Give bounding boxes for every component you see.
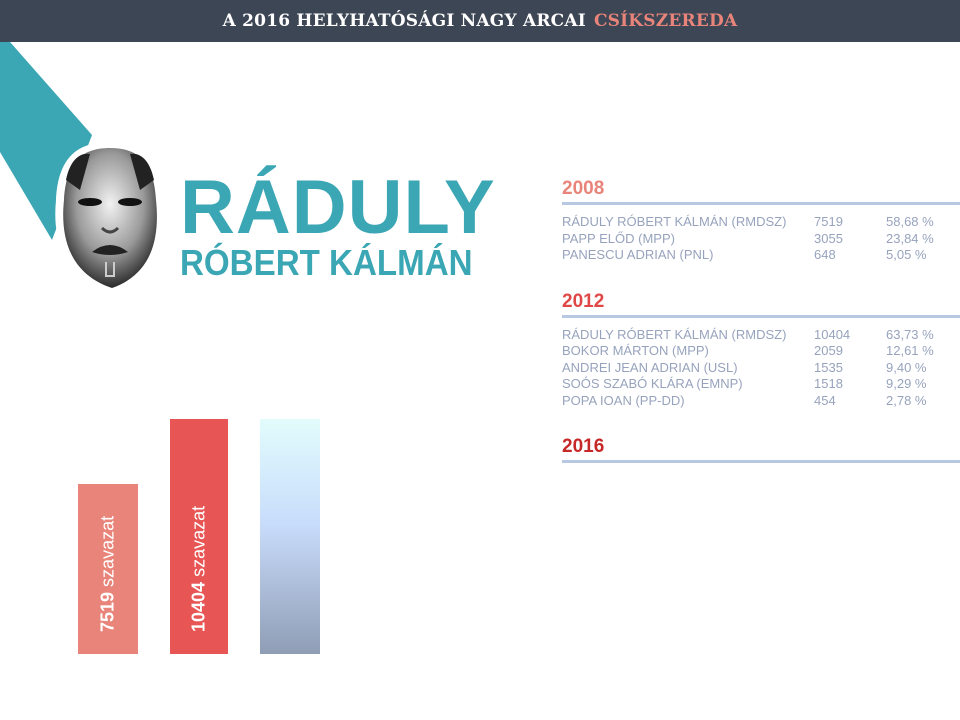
divider <box>562 460 960 463</box>
bar-votes: 10404 <box>188 581 209 632</box>
candidate-first-name: RÓBERT KÁLMÁN <box>180 242 473 283</box>
results-2012: 2012 RÁDULY RÓBERT KÁLMÁN (RMDSZ) 10404 63… <box>562 289 960 410</box>
votes: 10404 <box>814 326 851 342</box>
election-results: 2008 RÁDULY RÓBERT KÁLMÁN (RMDSZ) 7519 58,… <box>562 176 960 488</box>
bar-2016 <box>260 419 320 654</box>
bar-label: 10404 szavazat <box>189 506 210 632</box>
result-row: ANDREI JEAN ADRIAN (USL) 1535 9,40 % <box>562 360 960 377</box>
bar-unit: szavazat <box>188 505 209 577</box>
bar-2008: 7519 szavazat <box>78 484 138 654</box>
votes: 648 <box>814 247 836 262</box>
year-heading: 2008 <box>562 178 605 199</box>
result-row: POPA IOAN (PP-DD) 454 2,78 % <box>562 393 960 410</box>
percent: 5,05 % <box>886 247 927 262</box>
year-heading: 2016 <box>562 436 605 457</box>
candidate-name: RÁDULY RÓBERT KÁLMÁN (RMDSZ) <box>562 214 787 229</box>
year-heading: 2012 <box>562 290 605 312</box>
candidate-name: POPA IOAN (PP-DD) <box>562 392 685 408</box>
results-2016: 2016 <box>562 434 960 463</box>
header-city: CSÍKSZEREDA <box>593 11 738 31</box>
bar-votes: 7519 <box>97 591 118 632</box>
candidate-name: ANDREI JEAN ADRIAN (USL) <box>562 359 738 375</box>
votes: 2059 <box>814 343 843 358</box>
votes: 454 <box>814 392 836 408</box>
votes: 7519 <box>814 214 843 229</box>
votes: 1535 <box>814 359 843 375</box>
result-row: PANESCU ADRIAN (PNL) 648 5,05 % <box>562 247 960 264</box>
percent: 58,68 % <box>886 214 934 229</box>
candidate-last-name: RÁDULY <box>180 165 496 250</box>
bar-2012: 10404 szavazat <box>170 419 228 654</box>
result-row: RÁDULY RÓBERT KÁLMÁN (RMDSZ) 7519 58,68 % <box>562 214 960 231</box>
candidate-name: SOÓS SZABÓ KLÁRA (EMNP) <box>562 376 743 391</box>
result-row: RÁDULY RÓBERT KÁLMÁN (RMDSZ) 10404 63,73 % <box>562 327 960 344</box>
divider <box>562 202 960 205</box>
percent: 12,61 % <box>886 343 934 358</box>
divider <box>562 314 960 318</box>
candidate-name: PAPP ELŐD (MPP) <box>562 230 675 246</box>
percent: 9,40 % <box>886 359 927 375</box>
bar-label: 7519 szavazat <box>98 516 119 632</box>
percent: 63,73 % <box>886 326 934 342</box>
header-title: A 2016 HELYHATÓSÁGI NAGY ARCAI <box>222 11 586 31</box>
percent: 23,84 % <box>886 230 934 246</box>
percent: 9,29 % <box>886 376 927 391</box>
votes: 1518 <box>814 376 843 391</box>
percent: 2,78 % <box>886 392 927 408</box>
results-2008: 2008 RÁDULY RÓBERT KÁLMÁN (RMDSZ) 7519 58,… <box>562 176 960 264</box>
noh-mask-icon <box>55 142 165 296</box>
votes: 3055 <box>814 230 843 246</box>
candidate-name: RÁDULY RÓBERT KÁLMÁN (RMDSZ) <box>562 326 787 342</box>
result-row: PAPP ELŐD (MPP) 3055 23,84 % <box>562 231 960 248</box>
candidate-name: BOKOR MÁRTON (MPP) <box>562 343 709 358</box>
result-row: BOKOR MÁRTON (MPP) 2059 12,61 % <box>562 343 960 360</box>
result-row: SOÓS SZABÓ KLÁRA (EMNP) 1518 9,29 % <box>562 376 960 393</box>
header-bar: A 2016 HELYHATÓSÁGI NAGY ARCAI CSÍKSZERED… <box>0 0 960 42</box>
candidate-name: PANESCU ADRIAN (PNL) <box>562 247 714 262</box>
bar-unit: szavazat <box>97 515 118 587</box>
